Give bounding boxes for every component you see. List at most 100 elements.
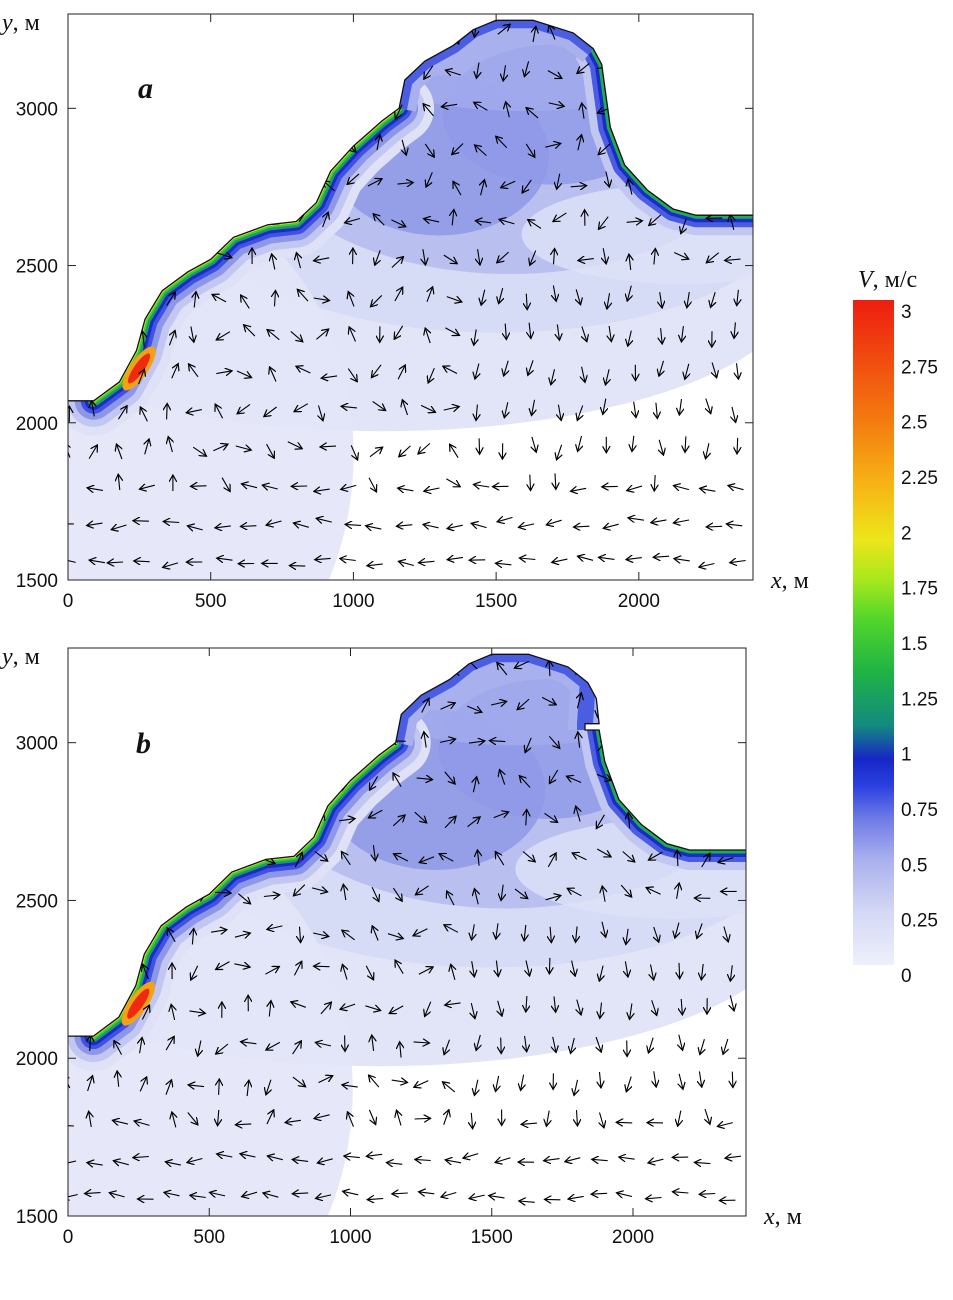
vector-arrow <box>497 24 511 35</box>
vector-arrow <box>685 363 689 380</box>
panel-label: a <box>138 72 153 105</box>
vector-arrow <box>521 1123 538 1124</box>
vector-arrow <box>681 218 687 234</box>
vector-arrow <box>600 1071 602 1088</box>
vector-arrow <box>92 401 95 417</box>
vector-arrow <box>234 964 250 967</box>
vector-arrow <box>730 995 734 1011</box>
vector-arrow <box>728 486 744 490</box>
vector-arrow <box>489 1196 505 1198</box>
vector-arrow <box>293 961 301 976</box>
vector-arrow <box>443 1082 456 1093</box>
vector-arrow <box>318 1076 333 1084</box>
vector-arrow <box>654 1071 656 1087</box>
vector-arrow <box>598 143 611 155</box>
vector-arrow <box>489 741 506 742</box>
vector-arrow <box>402 400 407 416</box>
vector-arrow <box>596 773 612 780</box>
vector-arrow <box>392 1193 408 1194</box>
vector-arrow <box>496 136 508 149</box>
vector-arrow <box>290 330 303 341</box>
vector-arrow <box>114 1041 123 1055</box>
vector-arrow <box>418 967 433 975</box>
vector-arrow <box>724 926 728 942</box>
colorbar-tick-label: 0 <box>901 966 912 987</box>
vector-arrow <box>392 815 405 827</box>
vector-arrow <box>349 327 357 342</box>
vector-arrow <box>423 249 426 265</box>
vector-arrow <box>576 806 580 822</box>
vector-arrow <box>532 399 535 416</box>
vector-arrow <box>572 960 576 977</box>
vector-arrow <box>241 484 258 488</box>
vector-arrow <box>413 1042 430 1043</box>
vector-arrow <box>495 563 512 565</box>
vector-arrow <box>471 523 487 527</box>
vector-arrow <box>314 851 328 862</box>
vector-arrow <box>314 1115 330 1119</box>
vector-arrow <box>347 368 357 382</box>
vector-arrow <box>659 439 663 455</box>
vector-arrow <box>395 960 404 974</box>
colorbar-tick-label: 0.5 <box>901 855 927 876</box>
vector-arrow <box>342 1085 358 1087</box>
vector-arrow <box>219 1079 220 1095</box>
vector-arrow <box>340 559 356 561</box>
vector-arrow <box>311 888 328 892</box>
vector-arrow <box>369 1075 380 1088</box>
vector-arrow <box>545 895 561 899</box>
vector-arrow <box>440 703 456 710</box>
vector-arrow <box>699 1071 701 1087</box>
y-tick-label: 3000 <box>16 734 58 755</box>
vector-arrow <box>350 445 357 460</box>
vector-arrow <box>574 1079 578 1096</box>
colorbar-unit: , м/с <box>873 267 918 293</box>
x-tick-label: 500 <box>193 1227 225 1248</box>
vector-arrow <box>501 884 503 901</box>
vector-arrow <box>654 475 655 491</box>
vector-arrow <box>240 526 257 527</box>
vector-arrow <box>725 1156 741 1158</box>
vector-arrow <box>546 520 562 525</box>
vector-arrow <box>292 1076 306 1087</box>
vector-arrow <box>191 965 199 980</box>
vector-arrow <box>118 474 120 491</box>
vector-arrow <box>342 930 355 941</box>
vector-arrow <box>452 143 464 155</box>
vector-arrow <box>705 1108 710 1124</box>
vector-arrow <box>737 437 738 454</box>
vector-arrow <box>215 404 224 419</box>
vector-arrow <box>244 325 256 337</box>
vector-arrow <box>503 65 505 81</box>
colorbar-tick-label: 2.5 <box>901 413 927 434</box>
vector-arrow <box>679 399 681 415</box>
vector-arrow <box>444 925 459 933</box>
vector-arrow <box>267 1156 283 1160</box>
vector-arrow <box>373 214 385 226</box>
vector-arrow <box>474 102 488 111</box>
vector-arrow <box>444 1039 450 1055</box>
vector-arrow <box>555 473 556 489</box>
vector-arrow <box>316 1195 332 1199</box>
vector-arrow <box>514 888 528 899</box>
vector-arrow <box>68 558 76 563</box>
vector-arrow <box>320 1002 332 1015</box>
vector-arrow <box>263 1193 279 1197</box>
vector-arrow <box>577 1110 578 1126</box>
vector-arrow <box>514 660 530 668</box>
vector-arrow <box>340 1004 356 1009</box>
vector-arrow <box>660 292 662 308</box>
vector-arrow <box>134 561 150 562</box>
vector-arrow <box>235 1124 252 1125</box>
vector-arrow <box>496 960 498 977</box>
vector-arrow <box>399 445 411 457</box>
vector-arrow <box>319 405 324 421</box>
vector-arrow <box>723 1038 728 1054</box>
speed-zone-low <box>515 818 746 919</box>
x-tick-label: 1000 <box>329 1227 371 1248</box>
vector-arrow <box>519 776 531 788</box>
vector-arrow <box>557 444 562 460</box>
vector-arrow <box>471 1002 475 1019</box>
vector-arrow <box>398 561 414 565</box>
vector-arrow <box>473 485 490 488</box>
